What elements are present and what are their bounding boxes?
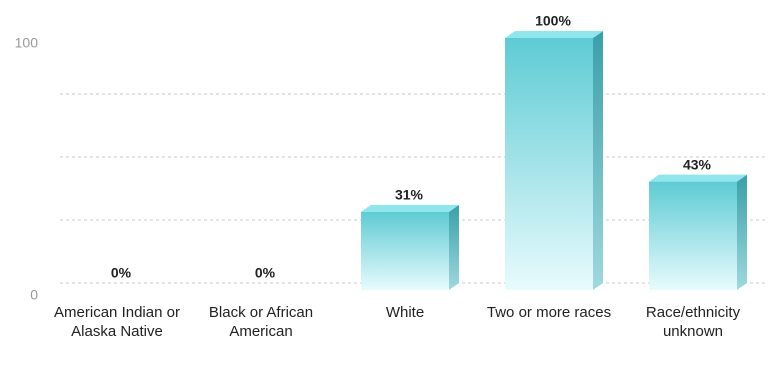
- bar-face: [593, 31, 603, 290]
- value-label: 0%: [255, 265, 276, 281]
- bar-face: [449, 204, 459, 290]
- y-tick-label: 100: [15, 35, 39, 51]
- bar-face: [505, 31, 603, 38]
- x-tick-label: White: [385, 304, 425, 321]
- bar-face: [505, 38, 593, 290]
- bar-face: [649, 181, 737, 290]
- bar: [361, 204, 459, 290]
- value-label: 0%: [111, 265, 132, 281]
- x-tick-label: Black or African American: [208, 304, 314, 340]
- bar: [505, 31, 603, 290]
- value-label: 100%: [535, 13, 571, 29]
- bar-face: [361, 204, 459, 212]
- bar-face: [737, 174, 747, 290]
- value-label: 43%: [683, 156, 712, 172]
- bar: [649, 174, 747, 290]
- x-tick-label: Two or more races: [486, 304, 612, 321]
- x-tick-label: American Indian or Alaska Native: [54, 304, 180, 340]
- y-tick-label: 0: [30, 287, 38, 303]
- value-label: 31%: [395, 187, 424, 203]
- bar-face: [649, 174, 747, 182]
- bar-face: [361, 211, 449, 290]
- x-tick-label: Race/ethnicity unknown: [645, 304, 741, 340]
